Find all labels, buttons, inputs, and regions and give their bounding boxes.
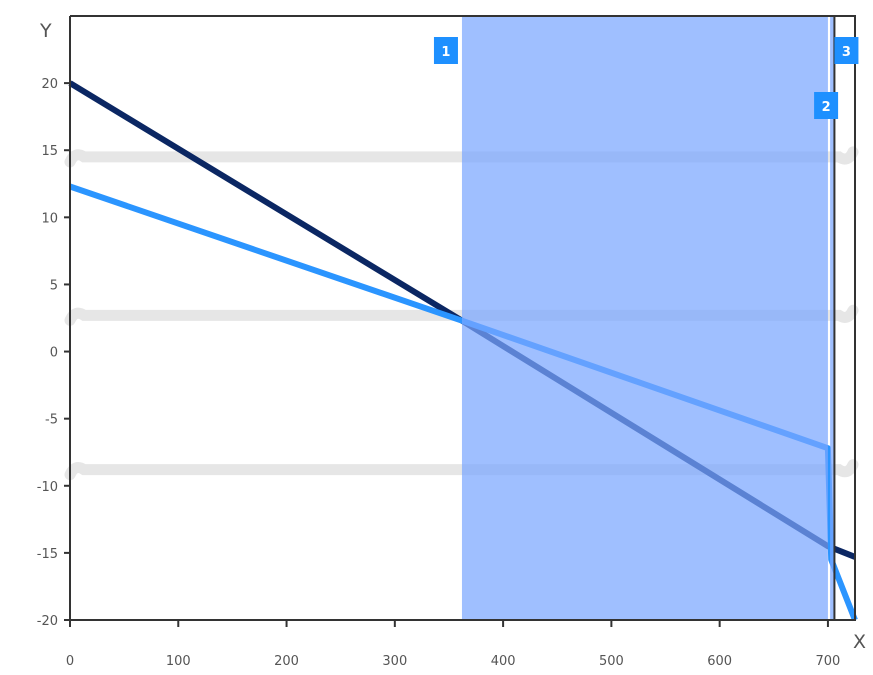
band-badge-1[interactable]: [433, 37, 458, 64]
band-badge-label: 2: [822, 100, 831, 115]
selection-band-1[interactable]: [461, 16, 828, 620]
x-tick-label: 600: [707, 654, 732, 669]
y-tick-label: -15: [37, 547, 58, 562]
band-badge-label: 1: [441, 45, 450, 60]
y-tick-label: -20: [37, 614, 58, 629]
x-tick-label: 0: [66, 654, 74, 669]
wavy-background-line: [64, 459, 859, 481]
wavy-background-line: [64, 146, 859, 168]
wavy-background-line: [64, 304, 859, 326]
x-tick-label: 100: [166, 654, 191, 669]
band-badge-layer: 1 2 3: [433, 37, 859, 119]
x-tick-label: 400: [491, 654, 516, 669]
y-tick-label: 10: [41, 211, 58, 226]
x-tick-label: 200: [274, 654, 299, 669]
x-tick-label: 700: [816, 654, 841, 669]
y-tick-label: -10: [37, 480, 58, 495]
band-badge-label: 3: [842, 45, 851, 60]
x-tick-label: 500: [599, 654, 624, 669]
selection-band-2[interactable]: [830, 16, 835, 620]
selection-band-layer: [461, 15, 857, 621]
band-badge-3[interactable]: [834, 37, 859, 64]
y-tick-label: -5: [45, 413, 58, 428]
x-axis-title: X: [853, 631, 866, 653]
x-tick-label: 300: [382, 654, 407, 669]
y-tick-label: 0: [50, 346, 58, 361]
y-axis-title: Y: [39, 20, 52, 42]
wavy-line-layer: [64, 146, 859, 481]
band-badge-2[interactable]: [814, 92, 839, 119]
y-tick-label: 20: [41, 77, 58, 92]
y-tick-label: 15: [41, 144, 58, 159]
y-tick-label: 5: [50, 278, 58, 293]
